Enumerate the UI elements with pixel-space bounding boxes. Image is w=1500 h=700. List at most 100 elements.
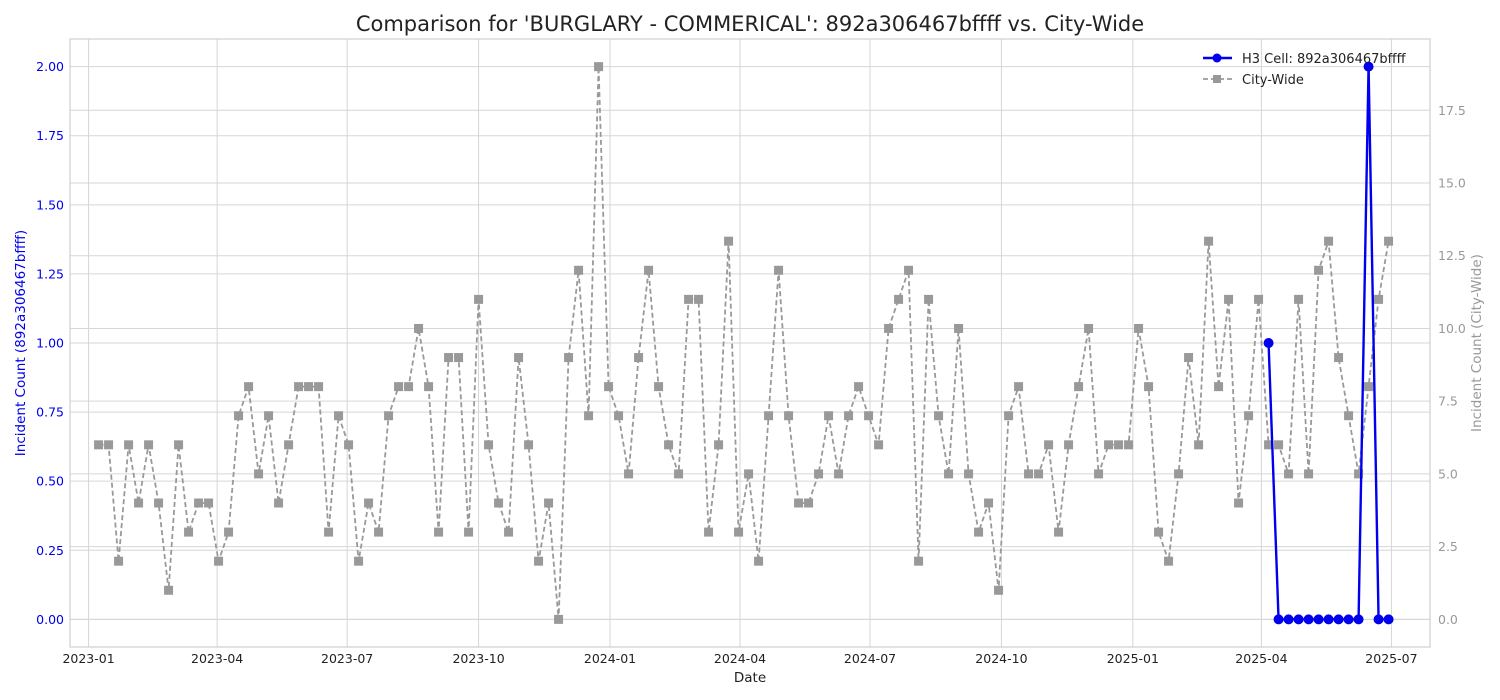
city-wide-point: [1024, 469, 1033, 478]
y-left-tick-label: 0.75: [36, 405, 64, 420]
city-wide-point: [384, 411, 393, 420]
legend-city-marker: [1213, 75, 1221, 83]
city-wide-point: [424, 382, 433, 391]
city-wide-point: [824, 411, 833, 420]
city-wide-point: [1274, 440, 1283, 449]
city-wide-point: [754, 557, 763, 566]
city-wide-point: [224, 528, 233, 537]
y-right-tick-label: 5.0: [1438, 466, 1458, 481]
city-wide-point: [334, 411, 343, 420]
city-wide-point: [154, 499, 163, 508]
city-wide-point: [264, 411, 273, 420]
city-wide-point: [1284, 469, 1293, 478]
city-wide-point: [1174, 469, 1183, 478]
y-right-tick-label: 15.0: [1438, 176, 1466, 191]
city-wide-point: [714, 440, 723, 449]
city-wide-point: [144, 440, 153, 449]
city-wide-point: [1374, 295, 1383, 304]
x-axis-label: Date: [734, 670, 766, 686]
city-wide-point: [784, 411, 793, 420]
city-wide-point: [734, 528, 743, 537]
y-left-tick-label: 1.00: [36, 336, 64, 351]
legend-label-h3: H3 Cell: 892a306467bffff: [1242, 52, 1407, 67]
city-wide-point: [534, 557, 543, 566]
city-wide-point: [484, 440, 493, 449]
city-wide-point: [364, 499, 373, 508]
city-wide-point: [884, 324, 893, 333]
city-wide-point: [704, 528, 713, 537]
legend-h3-marker: [1213, 54, 1222, 63]
y-right-tick-label: 7.5: [1438, 394, 1458, 409]
city-wide-point: [1064, 440, 1073, 449]
city-wide-point: [964, 469, 973, 478]
x-tick-label: 2023-07: [321, 651, 373, 666]
city-wide-point: [1004, 411, 1013, 420]
city-wide-point: [1324, 237, 1333, 246]
city-wide-point: [1184, 353, 1193, 362]
city-wide-point: [294, 382, 303, 391]
city-wide-point: [134, 499, 143, 508]
city-wide-point: [1164, 557, 1173, 566]
city-wide-point: [624, 469, 633, 478]
x-tick-label: 2024-04: [714, 651, 766, 666]
city-wide-point: [1014, 382, 1023, 391]
city-wide-point: [804, 499, 813, 508]
city-wide-point: [544, 499, 553, 508]
city-wide-point: [524, 440, 533, 449]
city-wide-point: [1144, 382, 1153, 391]
city-wide-point: [1344, 411, 1353, 420]
city-wide-point: [1334, 353, 1343, 362]
city-wide-point: [1254, 295, 1263, 304]
x-tick-label: 2025-01: [1107, 651, 1159, 666]
city-wide-point: [394, 382, 403, 391]
y-right-tick-label: 10.0: [1438, 321, 1466, 336]
h3-cell-point: [1284, 614, 1294, 624]
city-wide-point: [594, 62, 603, 71]
city-wide-point: [1034, 469, 1043, 478]
y-left-tick-label: 1.25: [36, 266, 64, 281]
city-wide-point: [574, 266, 583, 275]
city-wide-point: [1154, 528, 1163, 537]
city-wide-point: [204, 499, 213, 508]
city-wide-point: [1094, 469, 1103, 478]
city-wide-point: [904, 266, 913, 275]
x-tick-label: 2023-01: [62, 651, 114, 666]
city-wide-point: [874, 440, 883, 449]
city-wide-point: [414, 324, 423, 333]
city-wide-point: [1224, 295, 1233, 304]
city-wide-point: [164, 586, 173, 595]
city-wide-point: [474, 295, 483, 304]
city-wide-point: [634, 353, 643, 362]
h3-cell-point: [1354, 614, 1364, 624]
city-wide-point: [1214, 382, 1223, 391]
h3-cell-point: [1274, 614, 1284, 624]
h3-cell-point: [1324, 614, 1334, 624]
city-wide-point: [604, 382, 613, 391]
city-wide-point: [304, 382, 313, 391]
city-wide-point: [1124, 440, 1133, 449]
city-wide-point: [1054, 528, 1063, 537]
y-left-tick-label: 0.25: [36, 543, 64, 558]
city-wide-point: [834, 469, 843, 478]
city-wide-point: [374, 528, 383, 537]
city-wide-point: [554, 615, 563, 624]
x-tick-label: 2023-10: [452, 651, 504, 666]
city-wide-point: [994, 586, 1003, 595]
y-left-tick-label: 0.00: [36, 612, 64, 627]
city-wide-point: [234, 411, 243, 420]
city-wide-point: [94, 440, 103, 449]
city-wide-point: [1194, 440, 1203, 449]
y-right-tick-label: 0.0: [1438, 612, 1458, 627]
y-left-tick-label: 0.50: [36, 474, 64, 489]
legend-label-city-wide: City-Wide: [1242, 73, 1304, 88]
city-wide-point: [614, 411, 623, 420]
city-wide-point: [194, 499, 203, 508]
city-wide-point: [1084, 324, 1093, 333]
x-tick-label: 2024-01: [584, 651, 636, 666]
city-wide-point: [974, 528, 983, 537]
city-wide-point: [354, 557, 363, 566]
city-wide-point: [1304, 469, 1313, 478]
city-wide-point: [794, 499, 803, 508]
h3-cell-point: [1304, 614, 1314, 624]
